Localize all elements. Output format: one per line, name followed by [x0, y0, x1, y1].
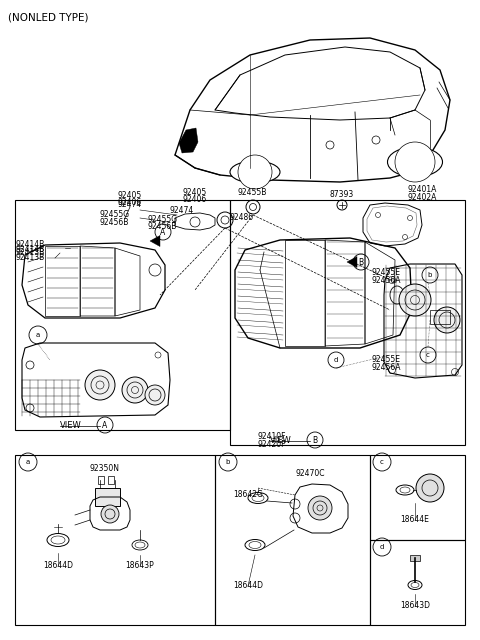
- Text: 18642G: 18642G: [233, 490, 263, 499]
- Text: 92405: 92405: [118, 191, 142, 200]
- Text: 92413B: 92413B: [15, 248, 44, 257]
- Polygon shape: [347, 257, 357, 268]
- Text: 92474: 92474: [170, 206, 194, 215]
- Bar: [15, 455, 215, 625]
- Text: 92413B: 92413B: [15, 253, 44, 262]
- Circle shape: [145, 385, 165, 405]
- Text: (NONLED TYPE): (NONLED TYPE): [8, 12, 88, 22]
- Text: 92405: 92405: [183, 188, 207, 197]
- Circle shape: [101, 505, 119, 523]
- Text: 92456B: 92456B: [148, 222, 178, 231]
- Text: a: a: [36, 332, 40, 338]
- Bar: [230, 200, 465, 445]
- Text: 92455E: 92455E: [372, 355, 401, 364]
- Text: 18643D: 18643D: [400, 601, 430, 610]
- Text: 92470C: 92470C: [295, 469, 325, 478]
- Text: 92410F: 92410F: [258, 432, 287, 441]
- Bar: [95, 488, 120, 506]
- Text: 92406: 92406: [183, 195, 207, 204]
- Bar: [430, 310, 450, 324]
- Text: c: c: [426, 352, 430, 358]
- Text: d: d: [334, 357, 338, 363]
- Text: 92350N: 92350N: [90, 464, 120, 473]
- Circle shape: [399, 284, 431, 316]
- Circle shape: [308, 496, 332, 520]
- Bar: [215, 455, 370, 625]
- Text: VIEW: VIEW: [60, 420, 82, 429]
- Text: 92474: 92474: [118, 200, 142, 209]
- Circle shape: [238, 155, 272, 189]
- Text: 92455G: 92455G: [100, 210, 130, 219]
- Text: 92406: 92406: [118, 198, 142, 207]
- Text: a: a: [26, 459, 30, 465]
- Text: 18643P: 18643P: [126, 561, 155, 570]
- Text: 92456B: 92456B: [100, 218, 130, 227]
- Circle shape: [246, 163, 264, 181]
- Circle shape: [85, 370, 115, 400]
- Text: b: b: [428, 272, 432, 278]
- Text: A: A: [102, 420, 108, 429]
- Circle shape: [403, 150, 427, 174]
- Circle shape: [395, 142, 435, 182]
- Circle shape: [122, 377, 148, 403]
- Bar: [108, 476, 114, 484]
- Bar: [410, 555, 420, 561]
- Text: 92456A: 92456A: [372, 363, 401, 372]
- Text: 18644E: 18644E: [401, 515, 430, 524]
- Text: c: c: [380, 459, 384, 465]
- Bar: [370, 540, 465, 625]
- Polygon shape: [150, 236, 160, 246]
- Circle shape: [434, 307, 460, 333]
- Circle shape: [416, 474, 444, 502]
- Text: 18644D: 18644D: [43, 561, 73, 570]
- Text: 92455E: 92455E: [372, 268, 401, 277]
- Bar: [15, 200, 230, 430]
- Text: 92414B: 92414B: [15, 240, 44, 249]
- Bar: [370, 455, 465, 540]
- Text: A: A: [160, 227, 166, 237]
- Text: B: B: [359, 257, 363, 266]
- Text: 92455B: 92455B: [237, 188, 267, 197]
- Text: 87393: 87393: [330, 190, 354, 199]
- Text: VIEW: VIEW: [270, 435, 292, 445]
- Bar: [98, 476, 104, 484]
- Text: B: B: [312, 435, 318, 445]
- Polygon shape: [179, 128, 198, 153]
- Text: 92402A: 92402A: [408, 193, 437, 202]
- Text: 92486: 92486: [230, 213, 254, 222]
- Text: 18644D: 18644D: [233, 581, 263, 590]
- Text: d: d: [380, 544, 384, 550]
- Text: 92414B: 92414B: [15, 245, 44, 254]
- Text: b: b: [226, 459, 230, 465]
- Text: 92456A: 92456A: [372, 276, 401, 285]
- Text: 92455G: 92455G: [148, 215, 178, 224]
- Text: 92420F: 92420F: [258, 440, 287, 449]
- Ellipse shape: [387, 147, 443, 177]
- Ellipse shape: [230, 161, 280, 183]
- Text: 92401A: 92401A: [408, 185, 437, 194]
